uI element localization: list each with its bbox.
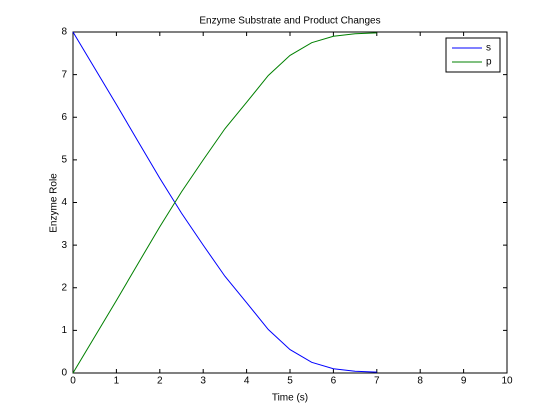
plot-area (72, 31, 508, 374)
y-tick-label: 7 (61, 69, 67, 80)
x-tick-label: 6 (331, 376, 337, 387)
x-tick-label: 5 (287, 376, 293, 387)
legend-box (445, 37, 501, 73)
y-tick-label: 1 (61, 325, 67, 336)
x-tick-label: 7 (374, 376, 380, 387)
x-tick-label: 0 (70, 376, 76, 387)
y-tick-label: 2 (61, 282, 67, 293)
legend-label: p (486, 57, 492, 68)
y-tick-label: 6 (61, 112, 67, 123)
x-tick-label: 10 (501, 376, 513, 387)
chart-title: Enzyme Substrate and Product Changes (199, 16, 380, 27)
x-tick-label: 1 (114, 376, 120, 387)
y-tick-label: 4 (61, 197, 67, 208)
series-line (72, 32, 377, 374)
x-tick-label: 3 (200, 376, 206, 387)
y-tick-label: 0 (61, 368, 67, 379)
x-tick-label: 2 (157, 376, 163, 387)
y-tick-label: 8 (61, 27, 67, 38)
y-tick-label: 5 (61, 155, 67, 166)
legend-label: s (486, 43, 491, 54)
x-tick-label: 4 (244, 376, 250, 387)
x-tick-label: 8 (417, 376, 423, 387)
x-axis-label: Time (s) (272, 393, 308, 404)
x-tick-label: 9 (461, 376, 467, 387)
series-line (72, 31, 377, 373)
y-tick-label: 3 (61, 240, 67, 251)
y-axis-label: Enzyme Role (49, 173, 60, 233)
